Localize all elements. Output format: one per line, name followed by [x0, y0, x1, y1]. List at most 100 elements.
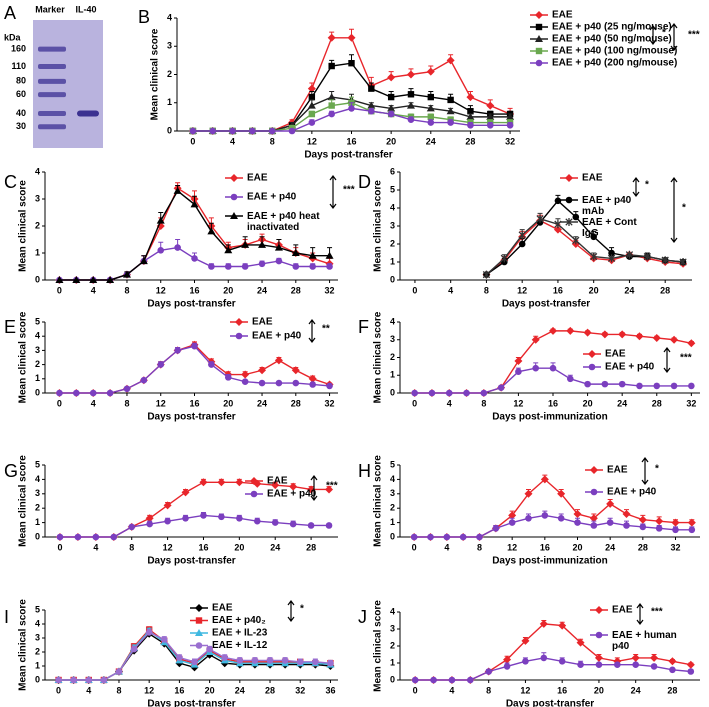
- y-tick-label: 2: [390, 640, 395, 650]
- data-point: [550, 365, 557, 372]
- data-point: [164, 518, 171, 525]
- data-point: [249, 128, 256, 135]
- data-point: [463, 390, 470, 397]
- data-point: [328, 34, 336, 42]
- y-tick-label: 0: [390, 674, 395, 684]
- x-tick-label: 8: [124, 398, 129, 408]
- data-point: [388, 111, 395, 118]
- data-point: [688, 668, 695, 675]
- y-tick-label: 0: [35, 387, 40, 397]
- y-tick-label: 1: [390, 657, 395, 667]
- data-point: [124, 385, 131, 392]
- x-tick-label: 24: [624, 285, 634, 295]
- legend-label: EAE: [605, 349, 626, 360]
- x-tick-label: 0: [412, 542, 417, 552]
- x-tick-label: 24: [257, 285, 267, 295]
- y-tick-label: 1: [167, 97, 172, 107]
- data-point: [669, 667, 676, 674]
- data-point: [200, 512, 207, 519]
- legend-label: EAE + IL-12: [212, 640, 268, 651]
- ylabel: kDa: [4, 32, 22, 42]
- x-tick-label: 16: [548, 398, 558, 408]
- data-point: [101, 677, 108, 684]
- x-tick-label: 16: [174, 685, 184, 695]
- x-tick-label: 4: [448, 285, 453, 295]
- data-point: [601, 330, 609, 338]
- data-point: [655, 517, 663, 525]
- data-point: [555, 198, 562, 205]
- data-point: [230, 174, 238, 182]
- data-point: [191, 343, 198, 350]
- line-panel: H012345048121620242832Days post-immuniza…: [358, 455, 700, 567]
- data-point: [254, 518, 261, 525]
- data-point: [566, 327, 574, 335]
- legend-label: EAE + p40 (200 ng/mouse): [552, 58, 677, 69]
- x-tick-label: 8: [484, 285, 489, 295]
- data-point: [558, 515, 565, 522]
- y-tick-label: 0: [35, 674, 40, 684]
- y-tick-label: 4: [35, 474, 40, 484]
- data-point: [481, 390, 488, 397]
- legend-label: EAE: [607, 465, 628, 476]
- x-tick-label: 0: [57, 542, 62, 552]
- marker-band: [38, 79, 66, 84]
- x-tick-label: 4: [449, 685, 454, 695]
- x-tick-label: 4: [91, 398, 96, 408]
- x-tick-label: 32: [325, 285, 335, 295]
- data-point: [57, 534, 64, 541]
- x-axis-label: Days post-transfer: [147, 699, 235, 707]
- y-tick-label: 1: [390, 517, 395, 527]
- significance-arrow: [309, 320, 315, 342]
- y-tick-label: 80: [16, 76, 26, 86]
- data-point: [447, 97, 453, 103]
- y-axis-label: Mean clinical score: [18, 180, 29, 272]
- data-point: [632, 654, 640, 662]
- y-axis-label: Mean clinical score: [18, 455, 29, 547]
- data-point: [235, 318, 243, 326]
- legend-label: EAE + p40: [607, 487, 657, 498]
- legend-label: EAE: [582, 173, 603, 184]
- data-point: [282, 657, 289, 664]
- legend-label: EAE: [247, 173, 268, 184]
- significance-arrow: [642, 458, 648, 484]
- series-line: [59, 632, 331, 680]
- x-axis-label: Days post-transfer: [304, 150, 392, 161]
- y-tick-label: 6: [390, 166, 395, 176]
- y-axis-label: Mean clinical score: [373, 600, 384, 692]
- series-line: [59, 634, 331, 680]
- y-tick-label: 5: [35, 316, 40, 326]
- legend-label: EAE + p40: [605, 362, 655, 373]
- significance-label: *: [662, 28, 666, 39]
- data-point: [157, 247, 164, 254]
- data-point: [157, 361, 164, 368]
- data-point: [309, 119, 316, 126]
- data-point: [504, 663, 511, 670]
- y-axis-label: Mean clinical score: [18, 311, 29, 403]
- x-tick-label: 12: [163, 542, 173, 552]
- significance-label: *: [645, 180, 649, 191]
- x-tick-label: 20: [386, 136, 396, 146]
- lane-label: Marker: [35, 4, 65, 14]
- x-tick-label: 20: [234, 542, 244, 552]
- y-tick-label: 1: [390, 256, 395, 266]
- data-point: [430, 677, 437, 684]
- x-tick-label: 16: [557, 685, 567, 695]
- data-point: [56, 390, 63, 397]
- data-point: [225, 263, 232, 270]
- y-tick-label: 3: [390, 220, 395, 230]
- series-line: [193, 38, 510, 131]
- x-tick-label: 16: [189, 285, 199, 295]
- data-point: [348, 60, 354, 66]
- data-point: [388, 94, 394, 100]
- x-tick-label: 4: [91, 285, 96, 295]
- x-tick-label: 32: [686, 398, 696, 408]
- legend-label: EAE + IL-23: [212, 628, 268, 639]
- data-point: [308, 522, 315, 529]
- data-point: [217, 478, 225, 486]
- data-point: [623, 510, 631, 518]
- x-tick-label: 24: [426, 136, 436, 146]
- data-point: [242, 378, 249, 385]
- y-tick-label: 0: [390, 274, 395, 284]
- data-point: [326, 263, 333, 270]
